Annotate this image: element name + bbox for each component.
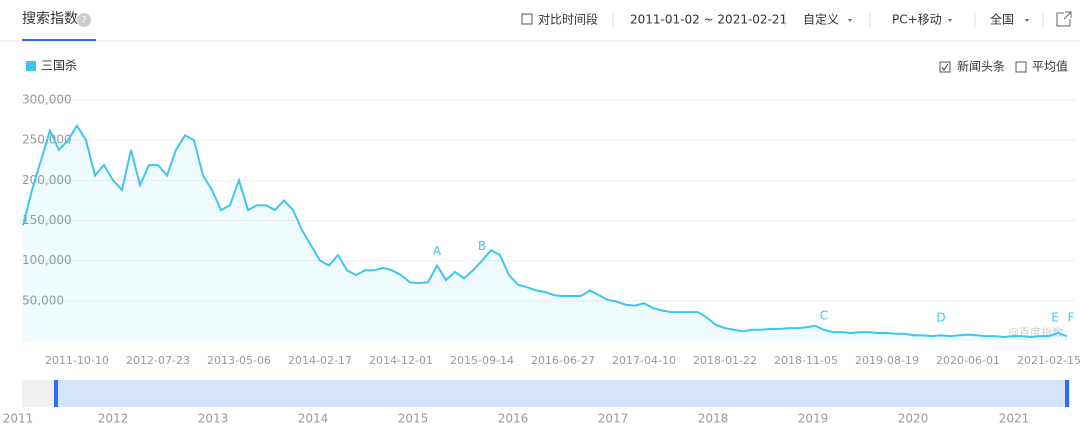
region[interactable]: 全国	[990, 12, 1014, 27]
annotation: B	[478, 239, 486, 253]
x-tick-label: 2017-04-10	[612, 354, 676, 367]
navigator-year: 2013	[198, 412, 229, 426]
tab[interactable]: 搜索指数	[22, 10, 78, 27]
y-tick-label: 100,000	[22, 253, 72, 267]
help-icon[interactable]	[77, 13, 91, 27]
annotation: F	[1068, 311, 1075, 325]
x-tick-label: 2018-01-22	[693, 354, 757, 367]
range[interactable]: 2011-01-02 ~ 2021-02-21	[630, 13, 787, 27]
line	[22, 123, 1068, 338]
average-toggle[interactable]: 平均值	[1032, 59, 1068, 74]
caret	[848, 19, 852, 22]
navigator-year: 2020	[898, 412, 929, 426]
navigator[interactable]	[22, 380, 1070, 407]
checkbox[interactable]	[1015, 61, 1027, 73]
news-toggle[interactable]: 新闻头条	[957, 59, 1005, 74]
x-tick-label: 2014-12-01	[369, 354, 433, 367]
x-tick-label: 2021-02-15	[1017, 354, 1080, 367]
annotation: A	[433, 244, 442, 258]
area	[23, 125, 1067, 341]
navigator-year: 2011	[3, 412, 34, 426]
annotation: D	[936, 311, 945, 325]
check	[941, 63, 949, 71]
x-tick-label: 2018-11-05	[774, 354, 838, 367]
x-tick-label: 2012-07-23	[126, 354, 190, 367]
y-tick-label: 50,000	[22, 293, 64, 307]
x-tick-label: 2014-02-17	[288, 354, 352, 367]
x-tick-label: 2016-06-27	[531, 354, 595, 367]
device[interactable]: PC+移动	[892, 13, 942, 27]
handle[interactable]	[1065, 380, 1069, 407]
custom[interactable]: 自定义	[803, 12, 839, 27]
navigator-outside	[22, 380, 55, 407]
annotation: C	[820, 308, 828, 322]
navigator-year: 2017	[598, 412, 629, 426]
handle[interactable]	[54, 380, 58, 407]
x-tick-label: 2011-10-10	[45, 354, 109, 367]
caret	[1025, 19, 1029, 22]
compare[interactable]: 对比时间段	[538, 12, 598, 27]
annotation: E	[1051, 311, 1059, 325]
navigator-year: 2019	[798, 412, 829, 426]
y-tick-label: 150,000	[22, 213, 72, 227]
navigator-year: 2018	[698, 412, 729, 426]
x-tick-label: 2013-05-06	[207, 354, 271, 367]
navigator-year: 2012	[98, 412, 129, 426]
caret	[948, 19, 952, 22]
x-tick-label: 2015-09-14	[450, 354, 514, 367]
help[interactable]: ?	[81, 15, 86, 26]
navigator-year: 2016	[498, 412, 529, 426]
checkbox[interactable]	[939, 61, 951, 73]
navigator-year: 2015	[398, 412, 429, 426]
x-tick-label: 2019-08-19	[855, 354, 919, 367]
x-tick-label: 2020-06-01	[936, 354, 1000, 367]
checkbox[interactable]	[521, 13, 533, 25]
legend-swatch	[26, 61, 36, 71]
navigator-year: 2021	[999, 412, 1030, 426]
export-icon[interactable]	[1056, 11, 1072, 27]
navigator-year: 2014	[298, 412, 329, 426]
y-tick-label: 300,000	[22, 93, 72, 107]
legend-label[interactable]: 三国杀	[41, 58, 77, 73]
